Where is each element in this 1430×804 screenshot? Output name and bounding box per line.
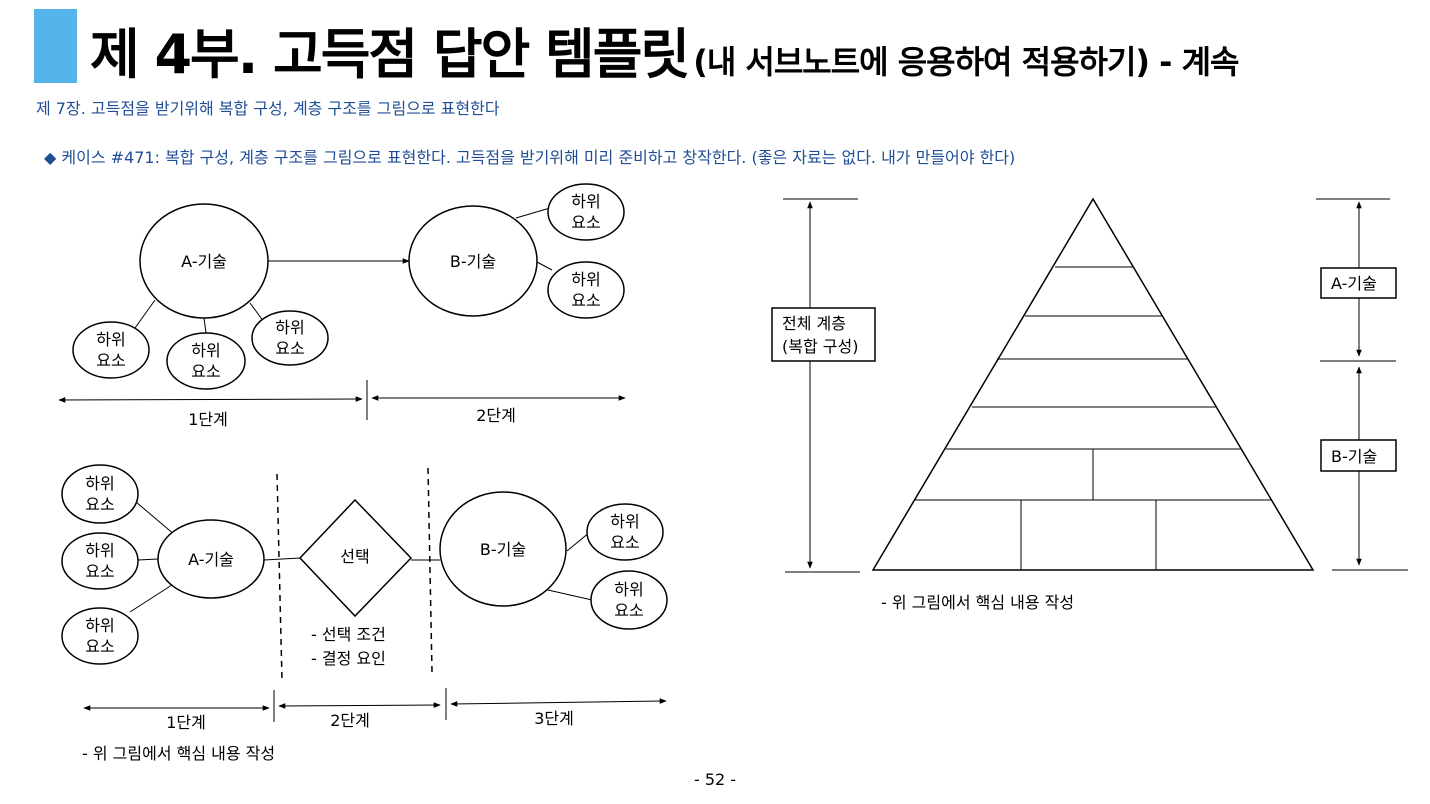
sub-element-node <box>547 261 625 319</box>
stage1-label: 1단계 <box>188 410 228 429</box>
b-skill-label: B-기술 <box>450 252 496 271</box>
chapter-heading: 제 7장. 고득점을 받기위해 복합 구성, 계층 구조를 그림으로 표현한다 <box>36 99 500 118</box>
page-number: - 52 - <box>693 770 737 789</box>
sub-element-label-2: 요소 <box>191 362 220 381</box>
sub-element-label-2: 요소 <box>85 495 114 514</box>
sub-element-node <box>61 607 139 665</box>
whole-hierarchy-label-2: (복합 구성) <box>782 337 858 356</box>
stage-divider-dashed <box>276 473 283 681</box>
hierarchy-pyramid <box>871 197 1315 571</box>
sub-element-label-2: 요소 <box>610 533 639 552</box>
stage-divider-dashed <box>427 467 433 673</box>
sub-element-label-2: 요소 <box>96 351 125 370</box>
b-skill-label: B-기술 <box>1331 447 1377 466</box>
sub-element-node <box>61 464 139 524</box>
connector <box>135 501 176 536</box>
sub-element-node <box>586 503 664 561</box>
b-skill-node <box>439 491 567 607</box>
page-title-main: 제 4부. 고득점 답안 템플릿 <box>90 23 690 86</box>
connector <box>515 207 551 219</box>
choice-condition-1: - 선택 조건 <box>311 625 386 644</box>
page-title: 제 4부. 고득점 답안 템플릿 (내 서브노트에 응용하여 적용하기) - 계… <box>90 10 1239 89</box>
sub-element-label-1: 하위 <box>85 541 114 560</box>
sub-element-label-1: 하위 <box>614 580 643 599</box>
sub-element-node <box>251 310 329 366</box>
pyramid-note: - 위 그림에서 핵심 내용 작성 <box>881 593 1074 612</box>
a-skill-box <box>1320 267 1397 299</box>
sub-element-label-1: 하위 <box>571 270 600 289</box>
sub-element-label-2: 요소 <box>614 601 643 620</box>
stage2-label: 2단계 <box>330 711 370 730</box>
title-accent-bar <box>34 9 77 83</box>
b-skill-node <box>408 205 538 317</box>
a-skill-node <box>139 203 269 319</box>
sub-element-node <box>590 570 668 630</box>
b-skill-box <box>1320 439 1397 472</box>
stage2-arrow <box>278 702 441 709</box>
sub-element-label-1: 하위 <box>85 616 114 635</box>
a-skill-label: A-기술 <box>181 252 227 271</box>
whole-hierarchy-label-1: 전체 계층 <box>782 314 846 333</box>
a-skill-node <box>157 519 265 599</box>
choice-decision-diamond <box>298 498 413 618</box>
stage1-label: 1단계 <box>166 713 206 732</box>
sub-element-label-1: 하위 <box>85 474 114 493</box>
stage3-arrow <box>450 698 667 707</box>
sub-element-node <box>166 332 246 390</box>
sub-element-label-2: 요소 <box>85 637 114 656</box>
sub-element-label-1: 하위 <box>275 318 304 337</box>
connector <box>203 317 207 334</box>
connector <box>129 582 176 613</box>
case-heading: ◆ 케이스 #471: 복합 구성, 계층 구조를 그림으로 표현한다. 고득점… <box>44 148 1016 167</box>
sub-element-label-1: 하위 <box>96 330 125 349</box>
b-skill-label: B-기술 <box>480 540 526 559</box>
sub-element-label-2: 요소 <box>571 213 600 232</box>
whole-hierarchy-box <box>771 307 876 362</box>
bottom-left-diagram: 하위 요소 하위 요소 하위 요소 A-기술 선택 - 선택 조건 - 결정 요… <box>61 464 668 763</box>
sub-element-label-2: 요소 <box>571 291 600 310</box>
choice-label: 선택 <box>340 547 369 566</box>
sub-element-label-2: 요소 <box>85 562 114 581</box>
choice-condition-2: - 결정 요인 <box>311 649 386 668</box>
sub-element-node <box>72 321 150 379</box>
a-skill-label: A-기술 <box>1331 274 1377 293</box>
a-skill-label: A-기술 <box>188 550 234 569</box>
connector <box>249 302 265 323</box>
connector <box>137 558 159 561</box>
connector <box>536 261 553 271</box>
sub-element-label-1: 하위 <box>610 512 639 531</box>
connector <box>547 589 593 601</box>
top-left-diagram: A-기술 B-기술 하위 요소 하위 요소 하위 요소 하위 요소 하위 요소 … <box>58 183 626 429</box>
sub-element-label-1: 하위 <box>191 341 220 360</box>
bottom-left-note: - 위 그림에서 핵심 내용 작성 <box>82 744 275 763</box>
stage1-arrow <box>58 396 363 403</box>
connector <box>263 557 301 561</box>
connector <box>566 531 591 552</box>
sub-element-node <box>547 183 625 241</box>
stage2-label: 2단계 <box>476 406 516 425</box>
stage3-label: 3단계 <box>534 709 574 728</box>
page-title-sub: (내 서브노트에 응용하여 적용하기) - 계속 <box>693 43 1239 81</box>
sub-element-label-2: 요소 <box>275 339 304 358</box>
sub-element-node <box>61 532 139 590</box>
sub-element-label-1: 하위 <box>571 192 600 211</box>
pyramid-diagram: 전체 계층 (복합 구성) A-기술 B-기술 - 위 그림에서 핵심 내용 작… <box>771 197 1408 612</box>
